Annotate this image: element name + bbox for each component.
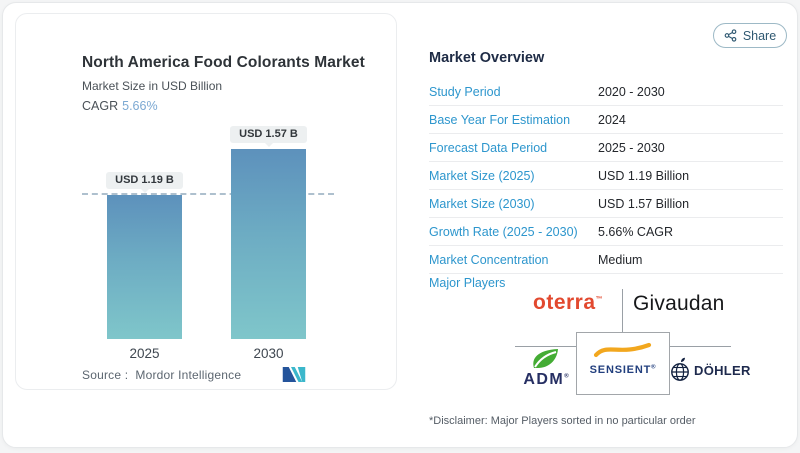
table-row: Growth Rate (2025 - 2030) 5.66% CAGR (429, 218, 783, 246)
row-label: Market Size (2025) (429, 169, 598, 183)
chart-panel: North America Food Colorants Market Mark… (15, 13, 397, 390)
row-label: Market Concentration (429, 253, 598, 267)
player-logo-givaudan: Givaudan (633, 292, 725, 316)
bar-2030 (231, 149, 306, 339)
adm-registered-mark: ® (564, 374, 568, 380)
logo-divider-right (668, 346, 731, 347)
major-players-label: Major Players (429, 276, 505, 290)
cagr-line: CAGR 5.66% (82, 99, 386, 113)
overview-table: Study Period 2020 - 2030 Base Year For E… (429, 78, 783, 274)
player-logo-dohler: DÖHLER (670, 357, 751, 383)
row-value: 2024 (598, 113, 626, 127)
table-row: Base Year For Estimation 2024 (429, 106, 783, 134)
row-label: Growth Rate (2025 - 2030) (429, 225, 598, 239)
row-value: 2025 - 2030 (598, 141, 665, 155)
year-label-2030: 2030 (253, 346, 283, 361)
disclaimer-text: *Disclaimer: Major Players sorted in no … (429, 415, 696, 427)
player-logo-sensient: SENSIENT® (576, 332, 670, 395)
row-value: 5.66% CAGR (598, 225, 673, 239)
bar-column-2025: USD 1.19 B 2025 (107, 172, 182, 339)
oterra-trademark: ™ (596, 296, 604, 303)
chart-header: North America Food Colorants Market Mark… (82, 54, 386, 113)
row-label: Study Period (429, 85, 598, 99)
row-label: Base Year For Estimation (429, 113, 598, 127)
player-logo-oterra: oterra™ (533, 291, 603, 315)
row-label: Forecast Data Period (429, 141, 598, 155)
share-icon (724, 29, 737, 42)
overview-panel: Share Market Overview Study Period 2020 … (413, 3, 793, 453)
mordor-intelligence-logo (282, 367, 306, 382)
row-value: Medium (598, 253, 642, 267)
source-text: Source : Mordor Intelligence (82, 368, 241, 382)
table-row: Study Period 2020 - 2030 (429, 78, 783, 106)
cagr-value: 5.66% (122, 99, 157, 113)
row-label: Market Size (2030) (429, 197, 598, 211)
row-value: USD 1.19 Billion (598, 169, 689, 183)
share-button[interactable]: Share (713, 23, 787, 48)
player-logo-adm: ADM® (516, 347, 576, 388)
sensient-registered-mark: ® (651, 364, 656, 370)
share-label: Share (743, 29, 776, 43)
cagr-label: CAGR (82, 99, 118, 113)
table-row: Forecast Data Period 2025 - 2030 (429, 134, 783, 162)
value-badge-2025: USD 1.19 B (106, 172, 183, 189)
year-label-2025: 2025 (129, 346, 159, 361)
row-value: USD 1.57 Billion (598, 197, 689, 211)
row-value: 2020 - 2030 (598, 85, 665, 99)
logo-divider-vertical (622, 289, 623, 332)
source-row: Source : Mordor Intelligence (82, 367, 306, 382)
chart-title: North America Food Colorants Market (82, 54, 386, 72)
overview-heading: Market Overview (429, 50, 544, 66)
sensient-swoosh-icon (593, 340, 653, 362)
value-badge-2030: USD 1.57 B (230, 126, 307, 143)
table-row: Market Concentration Medium (429, 246, 783, 274)
adm-wordmark: ADM® (523, 372, 568, 388)
sensient-wordmark: SENSIENT® (590, 364, 657, 376)
bar-2025 (107, 195, 182, 339)
table-row: Market Size (2030) USD 1.57 Billion (429, 190, 783, 218)
adm-leaf-icon (528, 347, 564, 371)
dohler-globe-icon (670, 357, 692, 383)
dohler-wordmark: DÖHLER (694, 363, 751, 378)
bar-column-2030: USD 1.57 B 2030 (231, 126, 306, 339)
table-row: Market Size (2025) USD 1.19 Billion (429, 162, 783, 190)
report-card: North America Food Colorants Market Mark… (2, 2, 798, 448)
chart-subtitle: Market Size in USD Billion (82, 79, 386, 93)
